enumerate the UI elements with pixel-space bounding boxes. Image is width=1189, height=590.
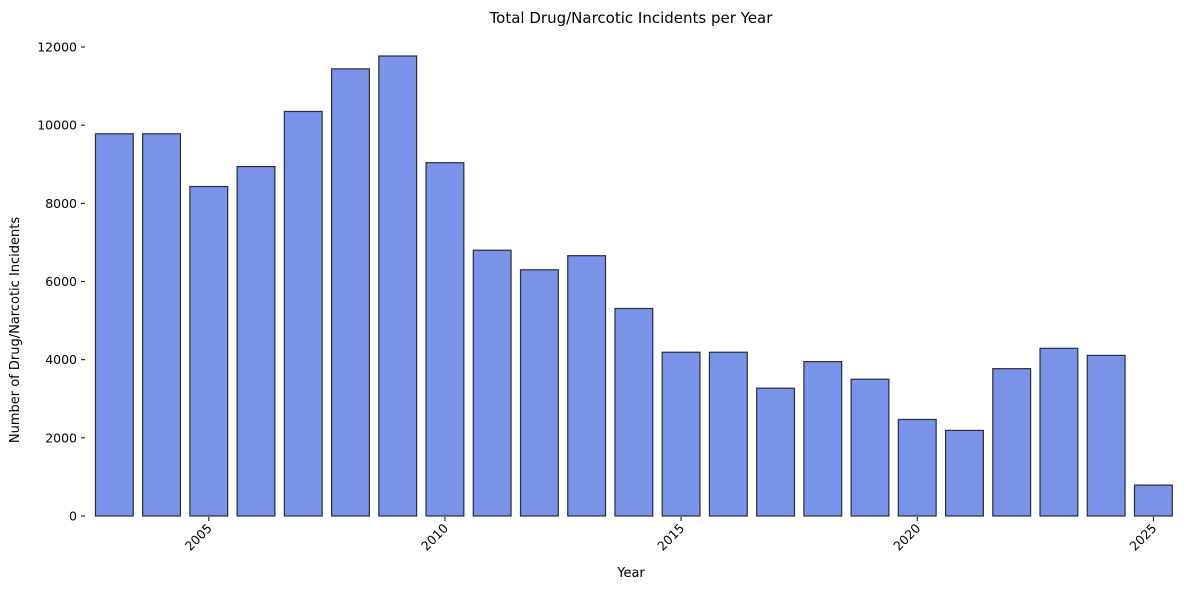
x-axis-label: Year	[616, 566, 645, 581]
bar-2005	[189, 185, 229, 517]
bar-2009	[378, 55, 418, 517]
x-tick-label: 2005	[182, 521, 215, 554]
y-tick-label: 12000	[37, 40, 77, 55]
x-axis: 2005 2010 2015 2020 2025	[182, 517, 1160, 554]
y-tick-label: 8000	[45, 196, 77, 211]
bar-2021	[944, 429, 984, 517]
y-tick-label: 10000	[37, 118, 77, 133]
bar-2016	[708, 351, 748, 517]
bar-2004	[142, 133, 182, 517]
bar-2013	[567, 255, 607, 517]
y-tick-label: 2000	[45, 430, 77, 445]
bar-2010	[425, 162, 465, 517]
bar-2012	[519, 269, 559, 517]
bar-2023	[1039, 347, 1079, 517]
y-tick-label: 6000	[45, 274, 77, 289]
bar-2007	[283, 110, 323, 517]
x-tick-label: 2025	[1126, 521, 1159, 554]
bars-group	[94, 55, 1173, 517]
bar-2015	[661, 351, 701, 517]
bar-2008	[330, 68, 370, 517]
bar-2019	[850, 378, 890, 517]
x-tick-label: 2010	[418, 520, 451, 553]
bar-2018	[803, 361, 843, 517]
bar-2006	[236, 166, 276, 517]
bar-2024	[1086, 354, 1126, 517]
bar-2025	[1133, 484, 1173, 517]
x-tick-label: 2015	[654, 521, 687, 554]
y-tick-label: 0	[69, 509, 77, 524]
y-axis-label: Number of Drug/Narcotic Incidents	[8, 217, 23, 444]
bar-2022	[992, 368, 1032, 517]
x-tick-label: 2020	[890, 520, 923, 553]
bar-2017	[756, 387, 796, 517]
bar-2020	[897, 418, 937, 517]
bar-2003	[94, 133, 134, 517]
chart-title: Total Drug/Narcotic Incidents per Year	[489, 9, 774, 27]
bar-2011	[472, 249, 512, 517]
y-axis: 0 2000 4000 6000 8000 10000 12000	[37, 40, 85, 524]
bar-2014	[614, 307, 654, 517]
y-tick-label: 4000	[45, 352, 77, 367]
